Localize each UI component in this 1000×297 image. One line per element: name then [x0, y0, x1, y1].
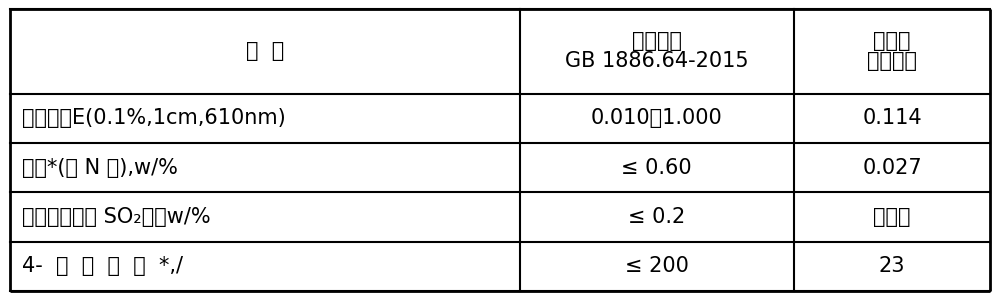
Text: 项  目: 项 目 — [246, 41, 284, 61]
Text: 0.010～1.000: 0.010～1.000 — [591, 108, 723, 128]
Text: 23: 23 — [879, 256, 905, 277]
Text: GB 1886.64-2015: GB 1886.64-2015 — [565, 51, 749, 71]
Text: 国标要求: 国标要求 — [632, 31, 682, 51]
Text: 实际指标: 实际指标 — [867, 51, 917, 71]
Text: 4-  甲  基  咪  唑  *,/: 4- 甲 基 咪 唑 *,/ — [22, 256, 183, 277]
Text: 0.114: 0.114 — [862, 108, 922, 128]
Text: 新工艺: 新工艺 — [873, 31, 911, 51]
Text: ≤ 0.60: ≤ 0.60 — [621, 158, 692, 178]
Text: 吸光度，E(0.1%,1cm,610nm): 吸光度，E(0.1%,1cm,610nm) — [22, 108, 286, 128]
Text: ≤ 0.2: ≤ 0.2 — [628, 207, 685, 227]
Text: ≤ 200: ≤ 200 — [625, 256, 689, 277]
Text: 二氧化硫（以 SO₂计）w/%: 二氧化硫（以 SO₂计）w/% — [22, 207, 211, 227]
Text: 未检出: 未检出 — [873, 207, 911, 227]
Text: 氨氮*(以 N 计),w/%: 氨氮*(以 N 计),w/% — [22, 158, 178, 178]
Text: 0.027: 0.027 — [862, 158, 922, 178]
